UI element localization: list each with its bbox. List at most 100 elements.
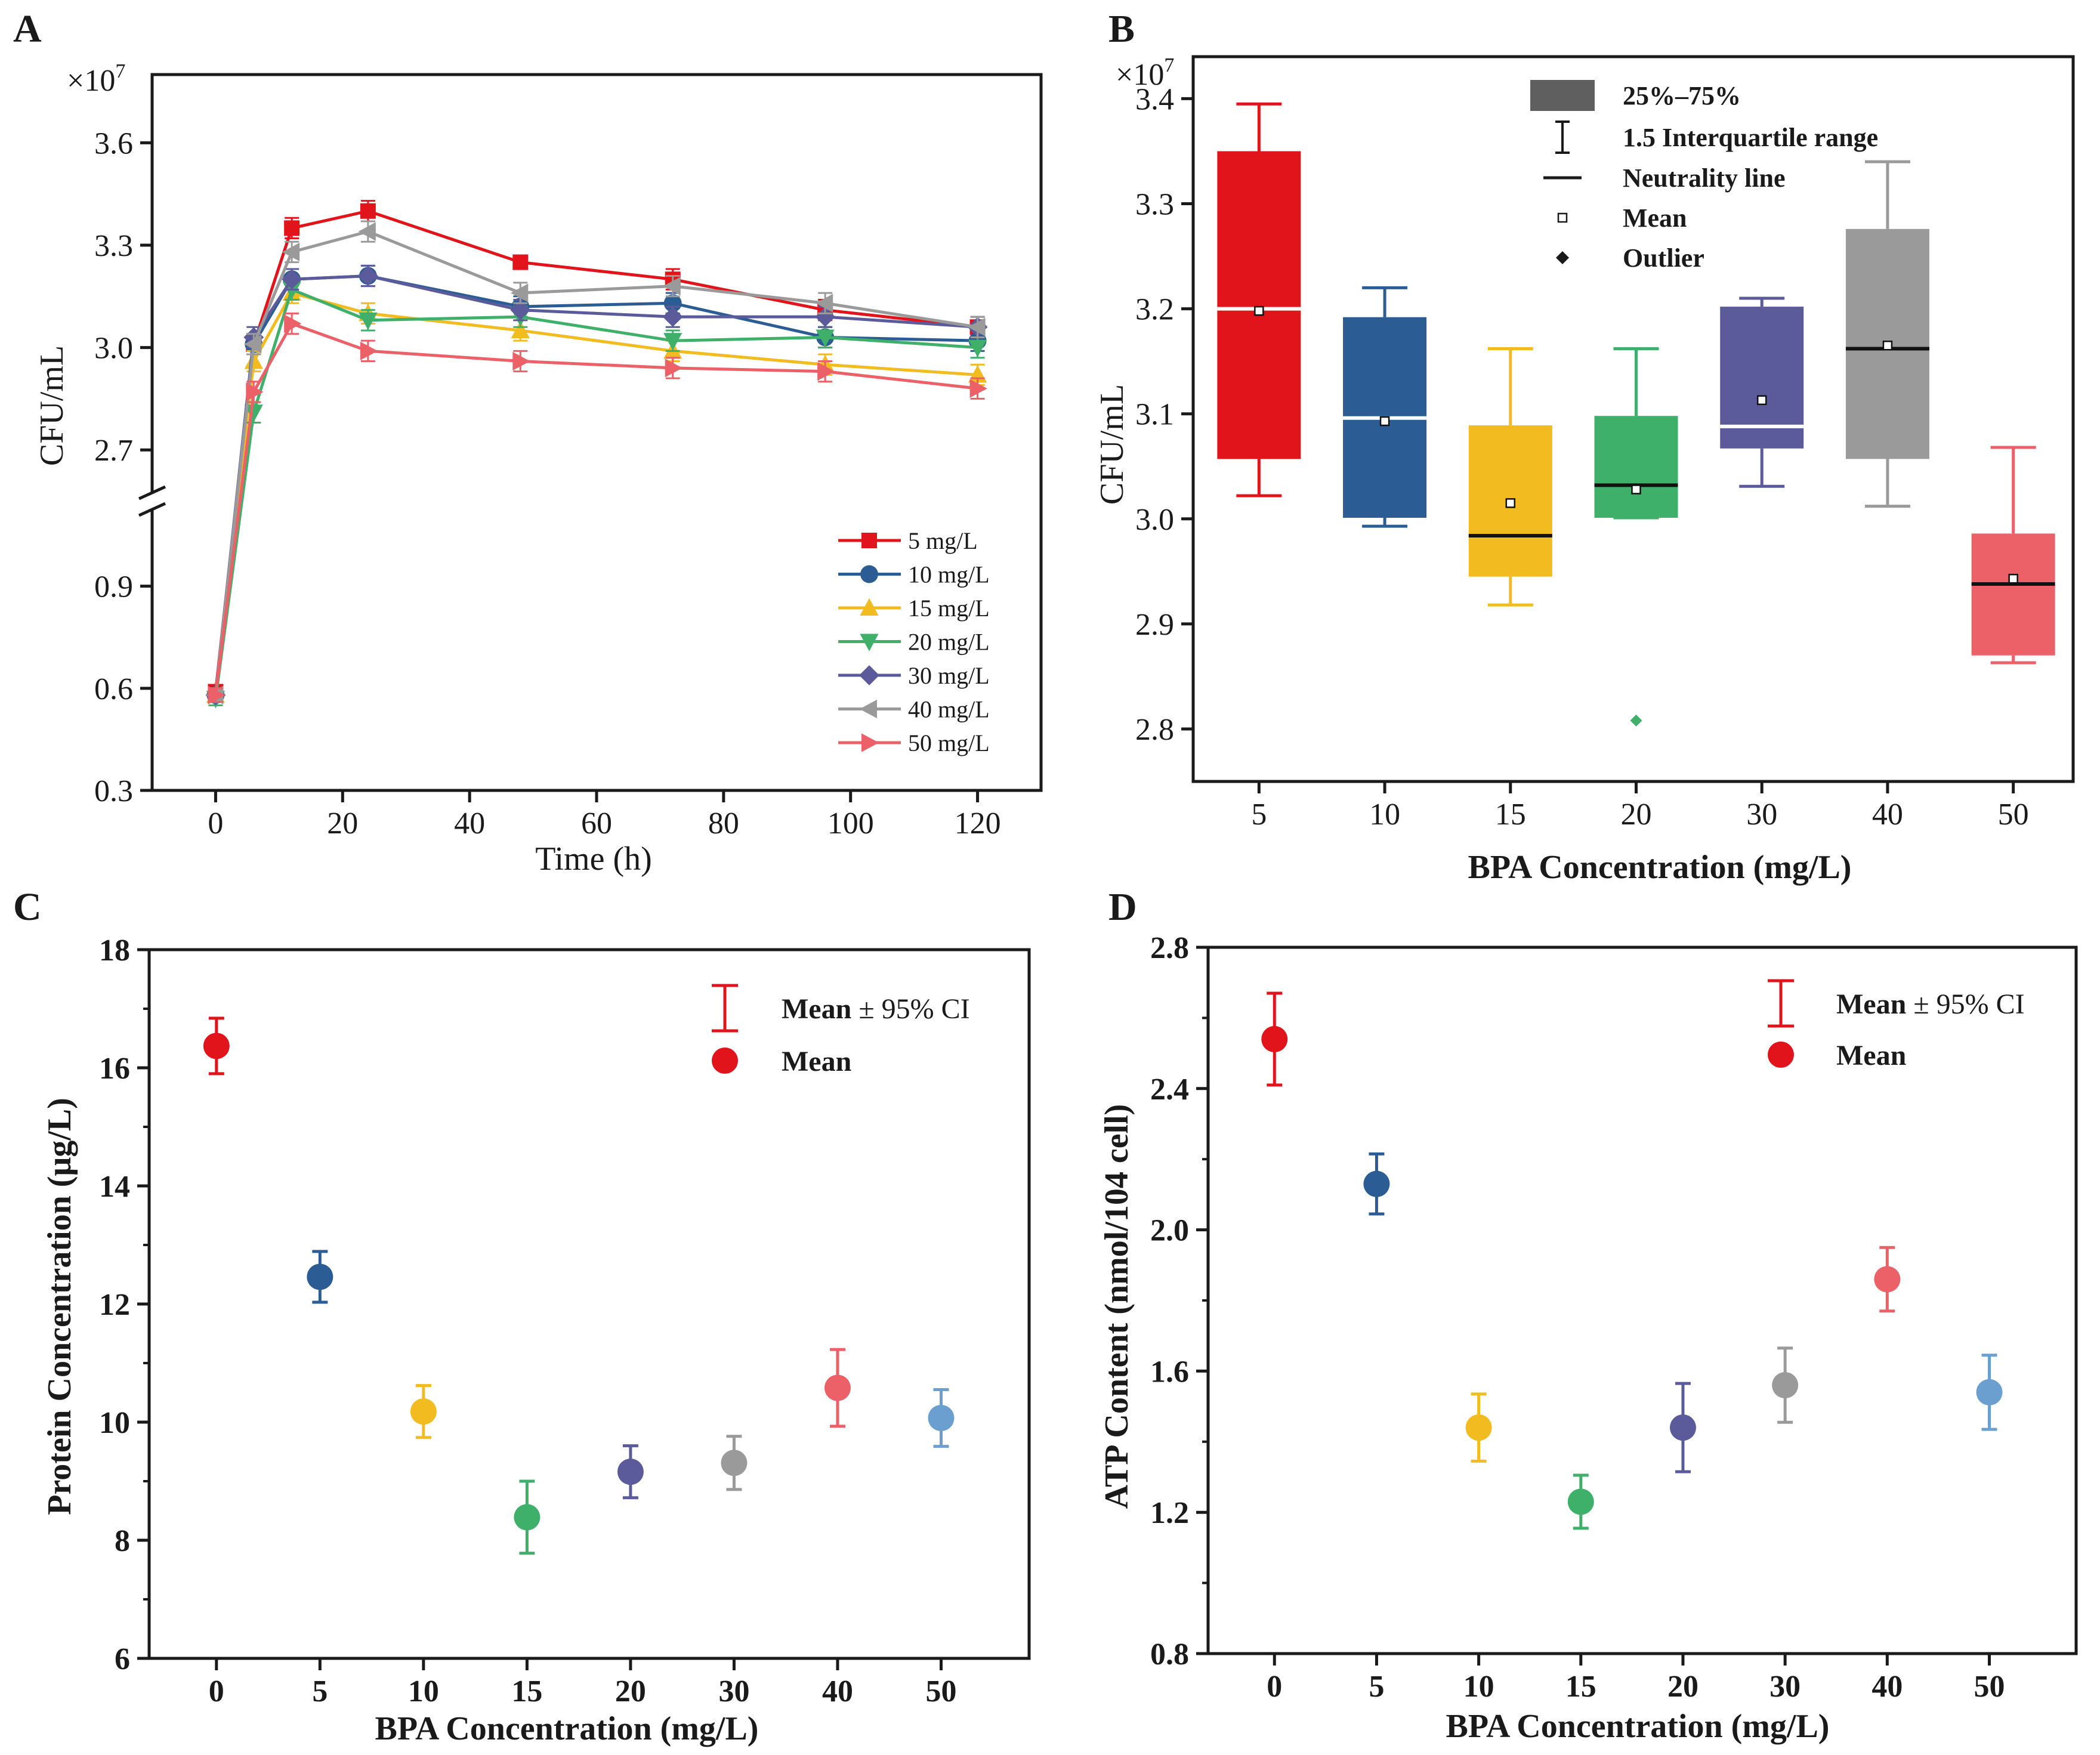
panel-a-scale-label: ×107 [67, 60, 125, 98]
panel-c-point-30 [721, 1435, 748, 1491]
panel-d-point-10 [1465, 1392, 1492, 1463]
panel-d-mean-point [1465, 1414, 1492, 1441]
panel-a-ytick-label: 2.7 [94, 434, 133, 468]
panel-c-legend-ci-label: Mean ± 95% CI [782, 993, 970, 1025]
panel-b-legend-mean-swatch [1557, 212, 1568, 223]
panel-c-ytick-label: 8 [115, 1524, 130, 1558]
panel-a-legend-label: 10 mg/L [908, 561, 990, 588]
panel-d-xtick-label: 30 [1769, 1670, 1801, 1704]
panel-b-legend-label: 25%–75% [1623, 81, 1741, 110]
panel-c-mean-point [617, 1459, 644, 1485]
panel-c-mean-point [928, 1405, 955, 1432]
panel-b-legend-label: Outlier [1623, 243, 1704, 273]
panel-b-legend-outlier-swatch [1556, 251, 1569, 264]
panel-b-legend-box-swatch [1530, 80, 1595, 111]
panel-a-data-point [662, 307, 683, 327]
panel-d-xtick-label: 0 [1267, 1670, 1282, 1704]
panel-d: D 0.8 1.2 1.6 2.0 2.4 2.8 0 5 10 15 20 30 40 50 Mean … [1098, 885, 2078, 1745]
panel-a-data-point [663, 333, 682, 351]
panel-b-legend: 25%–75% 1.5 Interquartile range Neutrality… [1530, 80, 1878, 273]
panel-d-points [1261, 991, 2003, 1530]
panel-b-xtick-label: 50 [1998, 798, 2029, 832]
panel-b-mean-marker [1505, 498, 1516, 508]
panel-d-ytick-label: 1.2 [1150, 1496, 1189, 1530]
panel-d-point-50 [1976, 1354, 2003, 1431]
panel-b-box-15 [1468, 347, 1552, 607]
panel-a-ytick-label: 3.6 [94, 126, 133, 160]
panel-d-point-30 [1772, 1346, 1799, 1424]
panel-c-point-50 [928, 1388, 955, 1448]
panel-a-legend-marker [860, 565, 878, 583]
panel-d-xtick-label: 50 [1974, 1670, 2005, 1704]
panel-a: A ×107 0 20 40 60 80 100 120 2.7 3.0 3.3 3.6 0.3 0.6… [13, 7, 1043, 878]
panel-c-legend: Mean ± 95% CI Mean [712, 984, 970, 1077]
panel-d-ylabel: ATP Content (nmol/104 cell) [1098, 1104, 1135, 1509]
panel-b-box-40 [1845, 160, 1929, 508]
panel-a-data-point [244, 404, 263, 422]
panel-b-xlabel: BPA Concentration (mg/L) [1468, 849, 1852, 886]
panel-b-mean-marker [1756, 395, 1767, 406]
panel-c-mean-point [203, 1033, 230, 1059]
panel-a-xtick-label: 120 [955, 807, 1001, 841]
panel-d-mean-point [1261, 1025, 1288, 1052]
panel-a-data-point [244, 351, 263, 369]
panel-d-ytick-label: 2.4 [1150, 1073, 1189, 1107]
panel-a-data-point [968, 317, 986, 336]
panel-c-axes: 6 8 10 12 14 16 18 0 5 10 15 20 30 40 50 [99, 934, 1031, 1708]
panel-c-point-10 [410, 1384, 437, 1439]
panel-c-ytick-label: 10 [99, 1406, 130, 1440]
panel-d-legend-ci-label: Mean ± 95% CI [1836, 988, 2025, 1020]
panel-a-series-line [214, 322, 978, 696]
panel-b-box-5 [1217, 102, 1301, 498]
panel-d-mean-point [1874, 1266, 1901, 1293]
panel-a-data-point [512, 351, 530, 371]
panel-d-ytick-label: 0.8 [1150, 1637, 1189, 1671]
panel-d-point-15 [1567, 1473, 1594, 1530]
panel-b-legend-label: 1.5 Interquartile range [1623, 123, 1878, 152]
panel-a-xtick-label: 40 [454, 807, 485, 841]
panel-d-point-0 [1261, 991, 1288, 1087]
panel-a-data-point [246, 382, 264, 401]
panel-b-ytick-label: 3.0 [1135, 503, 1174, 537]
panel-c-ytick-label: 18 [99, 934, 130, 968]
panel-a-legend: 5 mg/L 10 mg/L 15 mg/L 20 mg/L 30 mg/L 40 mg/… [838, 527, 990, 756]
panel-a-axis-break-mark [138, 502, 166, 517]
panel-a-series-line [214, 230, 978, 696]
panel-a-legend-label: 40 mg/L [908, 696, 990, 723]
panel-b-axes: 2.8 2.9 3.0 3.1 3.2 3.3 3.4 5 10 15 20 30 40 50 [1135, 55, 2075, 832]
panel-b-outlier-point [1630, 714, 1642, 727]
panel-b-ytick-label: 3.2 [1135, 293, 1174, 327]
panel-a-xlabel: Time (h) [535, 841, 652, 878]
panel-b-mean-marker [1379, 416, 1390, 427]
panel-d-point-40 [1874, 1246, 1901, 1313]
panel-a-legend-marker [861, 733, 879, 752]
panel-c-legend-mean-swatch [712, 1048, 738, 1074]
panel-d-mean-point [1669, 1414, 1696, 1441]
panel-c: C 6 8 10 12 14 16 18 0 5 10 15 20 30 40 50 Mean ± 95% … [13, 885, 1031, 1747]
panel-a-series-6 [208, 312, 987, 705]
panel-a-ytick-label: 3.3 [94, 229, 133, 263]
panel-a-ylabel: CFU/mL [33, 345, 70, 466]
panel-a-legend-label: 50 mg/L [908, 730, 990, 756]
panel-a-data-point [358, 222, 376, 241]
panel-a-legend-marker [861, 533, 877, 548]
panel-c-xlabel: BPA Concentration (mg/L) [375, 1710, 759, 1747]
panel-d-axes: 0.8 1.2 1.6 2.0 2.4 2.8 0 5 10 15 20 30 40 50 [1150, 931, 2078, 1704]
panel-a-axis-break-mark [138, 485, 166, 500]
panel-c-mean-point [824, 1374, 851, 1401]
panel-a-data-point [208, 685, 226, 705]
panel-a-xtick-label: 60 [581, 807, 612, 841]
panel-a-ytick-label: 0.3 [94, 774, 133, 808]
panel-b-legend-label: Neutrality line [1623, 163, 1786, 193]
panel-b-legend-label: Mean [1623, 203, 1687, 233]
panel-a-ytick-label: 3.0 [94, 332, 133, 366]
panel-b-ytick-label: 3.3 [1135, 188, 1174, 222]
panel-d-xtick-label: 40 [1872, 1670, 1903, 1704]
panel-a-xtick-label: 0 [208, 807, 223, 841]
panel-a-ytick-label: 0.6 [94, 672, 133, 706]
panel-d-point-5 [1363, 1152, 1390, 1216]
panel-a-xtick-label: 100 [827, 807, 874, 841]
panel-a-data-point [510, 299, 531, 320]
panel-c-xtick-label: 0 [209, 1674, 224, 1708]
panel-a-data-point [969, 379, 987, 398]
